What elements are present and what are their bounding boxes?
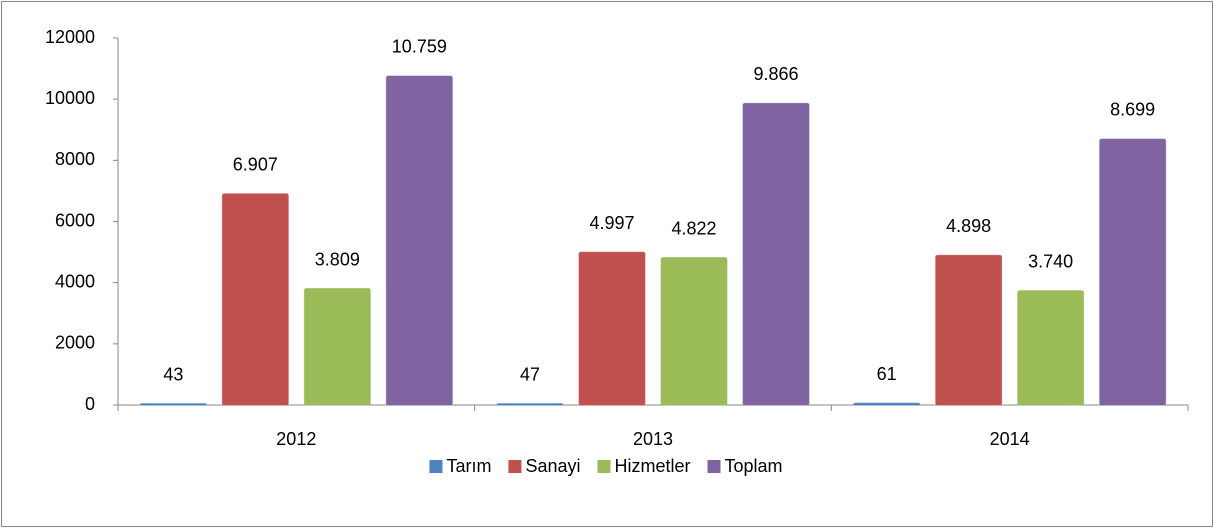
bar (496, 403, 564, 406)
value-label: 4.997 (589, 213, 634, 233)
bar (660, 257, 728, 406)
bar (221, 193, 289, 406)
value-label: 61 (877, 364, 897, 384)
bar (935, 254, 1003, 406)
value-label: 3.740 (1028, 251, 1073, 271)
value-label: 10.759 (392, 37, 447, 57)
legend-swatch (508, 460, 522, 473)
bar (578, 251, 646, 406)
value-label: 9.866 (753, 64, 798, 84)
legend-swatch (597, 460, 611, 473)
bar (853, 402, 921, 406)
value-label: 4.898 (946, 216, 991, 236)
y-tick-label: 4000 (55, 271, 95, 291)
legend-swatch (429, 460, 443, 473)
bar (385, 75, 453, 406)
legend-swatch (707, 460, 721, 473)
bar (742, 102, 810, 406)
value-label: 3.809 (315, 249, 360, 269)
legend-label: Sanayi (525, 456, 580, 476)
value-label: 8.699 (1110, 100, 1155, 120)
legend-label: Toplam (725, 456, 783, 476)
value-label: 6.907 (233, 155, 278, 175)
bar (1099, 138, 1167, 406)
value-label: 43 (163, 364, 183, 384)
y-tick-label: 6000 (55, 210, 95, 230)
value-label: 4.822 (671, 218, 716, 238)
bar (303, 288, 371, 406)
y-tick-label: 10000 (45, 88, 95, 108)
value-label: 47 (520, 364, 540, 384)
bar (139, 403, 207, 406)
legend-label: Tarım (446, 456, 491, 476)
y-tick-label: 8000 (55, 149, 95, 169)
y-tick-label: 0 (85, 394, 95, 414)
y-tick-label: 12000 (45, 27, 95, 47)
x-tick-label: 2014 (990, 429, 1030, 449)
x-tick-label: 2013 (633, 429, 673, 449)
bar (1017, 290, 1085, 406)
x-tick-label: 2012 (276, 429, 316, 449)
legend-label: Hizmetler (615, 456, 691, 476)
y-tick-label: 2000 (55, 333, 95, 353)
